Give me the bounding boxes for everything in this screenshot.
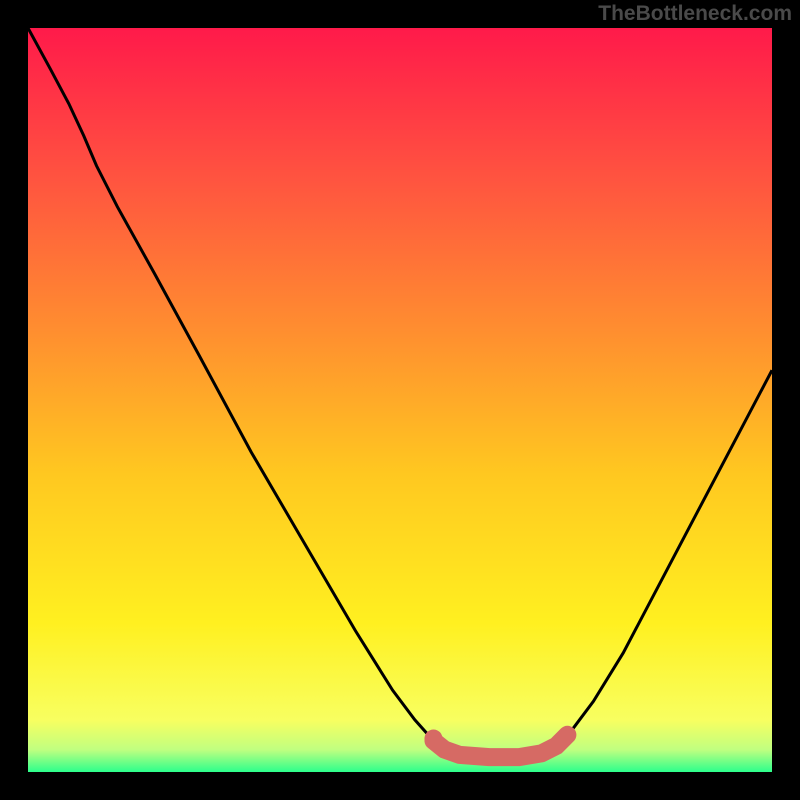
chart-svg-layer <box>28 28 772 772</box>
highlight-start-dot <box>424 730 442 748</box>
bottleneck-curve <box>28 28 772 757</box>
watermark-text: TheBottleneck.com <box>598 2 792 26</box>
chart-plot-area <box>28 28 772 772</box>
highlight-range <box>433 735 567 757</box>
